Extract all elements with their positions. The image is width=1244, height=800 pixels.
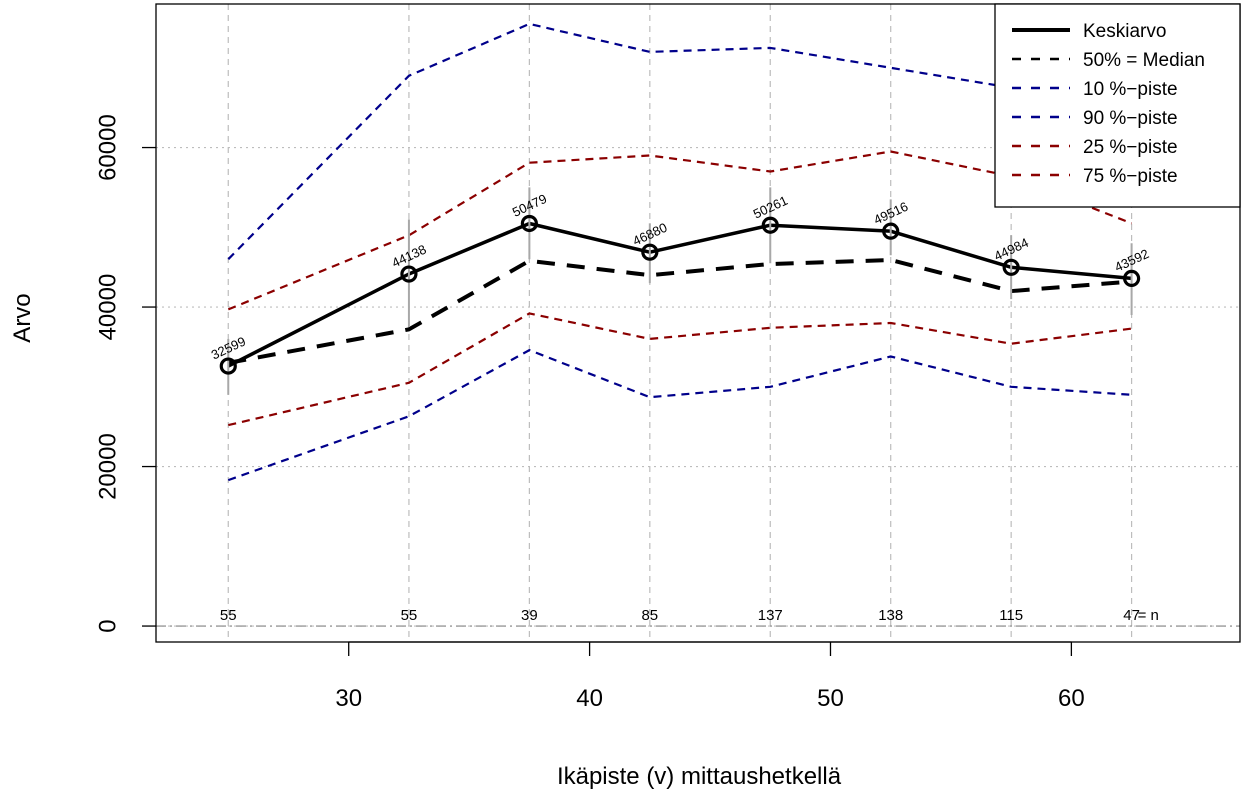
mean-point-marker bbox=[1002, 258, 1020, 276]
n-count-label: 39 bbox=[521, 607, 538, 624]
n-count-layer: 55 55 39 85 137 138 115 47= n bbox=[220, 607, 1159, 624]
legend-label: 25 %−piste bbox=[1083, 137, 1178, 158]
legend-label: 10 %−piste bbox=[1083, 79, 1178, 100]
x-tick-label: 40 bbox=[576, 685, 603, 712]
mean-point-marker bbox=[641, 243, 659, 261]
mean-point-marker bbox=[761, 216, 779, 234]
n-count-label: 85 bbox=[641, 607, 658, 624]
n-count-label: 115 bbox=[999, 607, 1023, 624]
legend: Keskiarvo 50% = Median 10 %−piste 90 %−pist… bbox=[994, 3, 1241, 208]
mean-marker-layer bbox=[219, 214, 1141, 375]
n-suffix-label: = n bbox=[1138, 607, 1159, 624]
legend-label: 90 %−piste bbox=[1083, 108, 1178, 129]
mean-point-marker bbox=[882, 222, 900, 240]
legend-label: 50% = Median bbox=[1083, 50, 1205, 71]
y-tick-label: 20000 bbox=[95, 433, 122, 500]
series-line-mean bbox=[227, 221, 1132, 368]
series-line-percentile-4 bbox=[228, 312, 1132, 427]
axis-layer: 30 40 50 60 0 20000 40000 60000 bbox=[95, 3, 1241, 712]
mean-point-marker bbox=[400, 265, 418, 283]
mean-point-marker bbox=[520, 214, 538, 233]
series-line-percentile-3 bbox=[227, 22, 1133, 260]
series-line-percentile-2 bbox=[227, 349, 1132, 482]
x-tick-label: 60 bbox=[1058, 685, 1085, 712]
n-count-label: 137 bbox=[758, 607, 783, 624]
x-axis-title: Ikäpiste (v) mittaushetkellä bbox=[557, 763, 842, 790]
n-count-label: 47 bbox=[1123, 607, 1140, 624]
error-bar-layer bbox=[227, 187, 1133, 395]
series-line-percentile-5 bbox=[227, 150, 1132, 311]
x-tick-label: 50 bbox=[817, 685, 844, 712]
legend-box bbox=[994, 3, 1241, 208]
series-line-median bbox=[227, 258, 1132, 365]
n-count-label: 55 bbox=[401, 607, 418, 624]
y-axis-title: Arvo bbox=[9, 293, 36, 342]
legend-label: 75 %−piste bbox=[1083, 166, 1178, 187]
mean-point-marker bbox=[1122, 269, 1141, 288]
y-tick-label: 40000 bbox=[95, 274, 122, 341]
x-tick-label: 30 bbox=[335, 685, 362, 712]
y-tick-label: 60000 bbox=[95, 114, 122, 181]
n-count-label: 55 bbox=[220, 607, 237, 624]
legend-label: Keskiarvo bbox=[1083, 21, 1166, 42]
n-count-label: 138 bbox=[878, 607, 903, 624]
mean-point-marker bbox=[219, 357, 237, 375]
series-layer bbox=[227, 22, 1133, 482]
y-tick-label: 0 bbox=[95, 619, 122, 632]
